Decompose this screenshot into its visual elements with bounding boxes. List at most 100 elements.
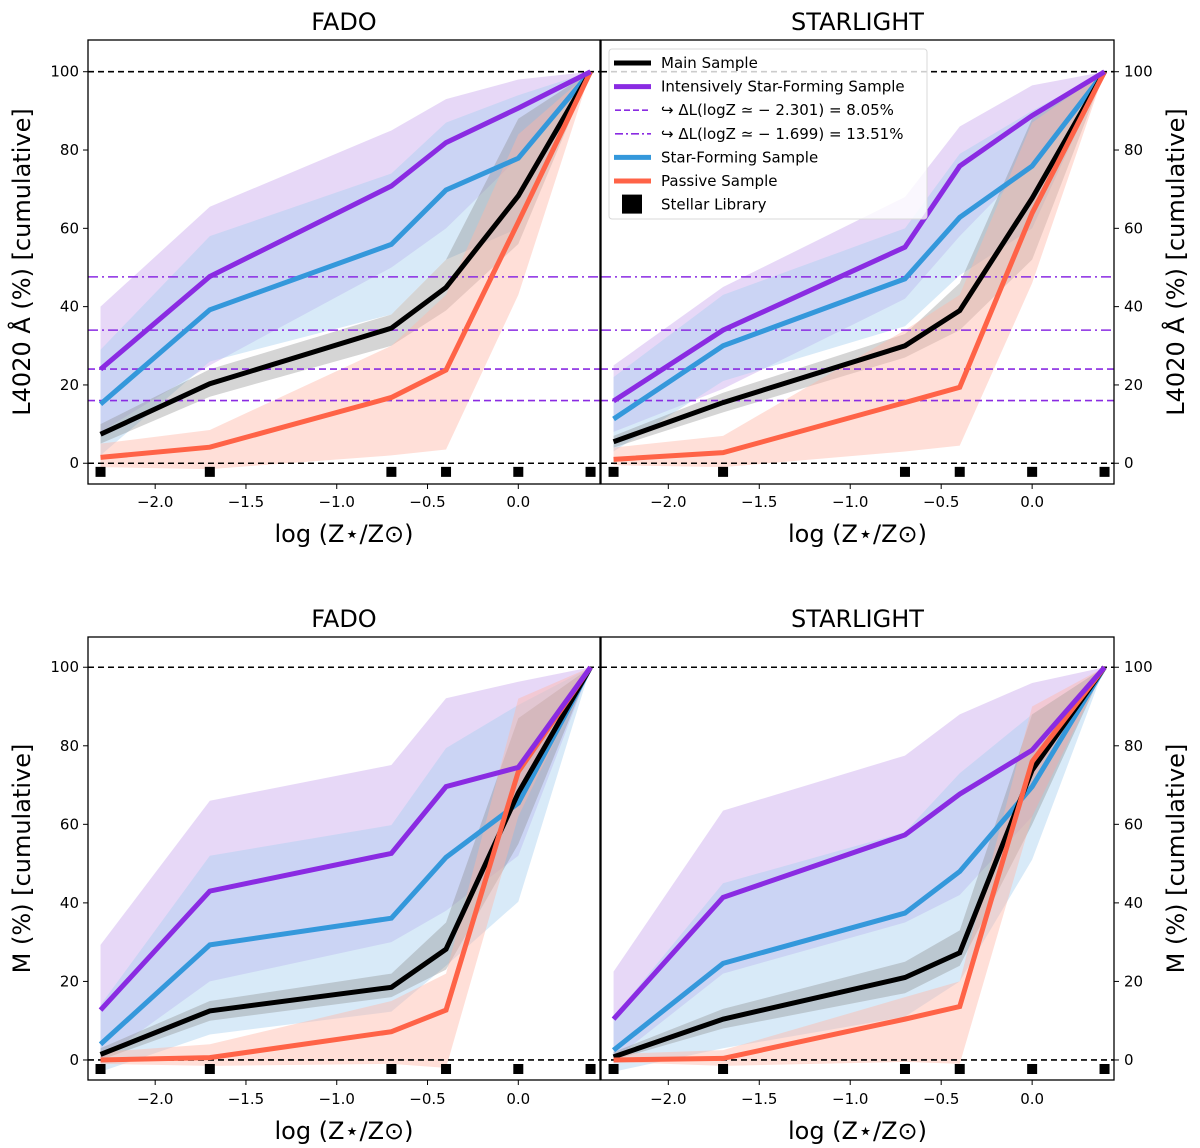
x-tick-label: −2.0	[650, 493, 686, 511]
stellar-library-marker	[899, 1064, 910, 1075]
band-sf	[100, 667, 591, 1072]
x-tick-label: −1.0	[832, 493, 868, 511]
x-tick-label: −0.5	[409, 493, 445, 511]
legend-label: Passive Sample	[661, 172, 777, 190]
legend-label: ↪ ΔL(logZ ≃ − 1.699) = 13.51%	[661, 125, 903, 143]
y-tick-label: 60	[1124, 219, 1143, 237]
legend-label: Main Sample	[661, 54, 758, 72]
stellar-library-marker	[513, 466, 524, 477]
series-line-passive	[613, 665, 1107, 1063]
legend-entry: Star-Forming Sample	[614, 148, 818, 166]
y-tick-label: 80	[1124, 141, 1143, 159]
series-line-passive	[613, 70, 1107, 462]
x-tick-label: 0.0	[1020, 493, 1044, 511]
series-line-passive	[100, 70, 593, 460]
panel-bottom-left: −2.0 −1.5 −1.0 −0.5 0.0 0 20 40 60 80 100 FADO log (…	[8, 605, 601, 1145]
stellar-library-marker	[441, 466, 452, 477]
y-tick-label: 40	[60, 298, 79, 316]
stellar-library-marker	[585, 1064, 596, 1075]
x-tick-label: −1.5	[228, 1090, 264, 1108]
series-line-sf	[611, 665, 1107, 1053]
axes-frame	[87, 39, 601, 485]
y-axis-label: M (%) [cumulative]	[8, 744, 36, 974]
legend-label: ↪ ΔL(logZ ≃ − 2.301) = 8.05%	[661, 101, 894, 119]
stellar-library-marker	[1027, 466, 1038, 477]
band-isf	[100, 71, 591, 432]
x-tick-label: −2.0	[137, 1090, 173, 1108]
y-axis-label: L4020 Å (%) [cumulative]	[1161, 108, 1190, 415]
stellar-library-marker	[1027, 1064, 1038, 1075]
series-line-main	[612, 665, 1107, 1060]
band-main	[613, 667, 1105, 1060]
y-tick-label: 80	[60, 737, 79, 755]
y-tick-label: 100	[1124, 658, 1153, 676]
stellar-library-marker	[204, 466, 215, 477]
legend-entry: Stellar Library	[622, 194, 767, 214]
plot-area	[601, 665, 1114, 1075]
stellar-library-marker	[608, 466, 619, 477]
x-tick-label: −1.0	[319, 1090, 355, 1108]
stellar-library-marker	[954, 466, 965, 477]
y-tick-label: 60	[1124, 815, 1143, 833]
x-axis-label: log (Z⋆/Z⊙)	[788, 520, 927, 548]
y-tick-label: 20	[1124, 972, 1143, 990]
series-line-isf	[98, 69, 592, 372]
band-sf	[613, 71, 1105, 452]
x-tick-label: −1.0	[832, 1090, 868, 1108]
legend-entry: Intensively Star-Forming Sample	[614, 78, 905, 96]
x-tick-label: 0.0	[506, 493, 530, 511]
legend-label: Star-Forming Sample	[661, 148, 818, 166]
stellar-library-marker	[204, 1064, 215, 1075]
series-line-sf	[98, 70, 593, 407]
series-line-main	[99, 70, 593, 437]
series-line-isf	[611, 665, 1107, 1021]
x-tick-label: −1.5	[741, 1090, 777, 1108]
stellar-library-marker	[954, 1064, 965, 1075]
band-passive	[613, 667, 1105, 1066]
series-line-isf	[612, 69, 1106, 404]
legend-label: Stellar Library	[661, 196, 767, 214]
x-axis-label: log (Z⋆/Z⊙)	[274, 520, 413, 548]
y-tick-label: 40	[1124, 894, 1143, 912]
panel-title: FADO	[311, 8, 376, 36]
y-tick-label: 60	[60, 219, 79, 237]
stellar-library-marker	[441, 1064, 452, 1075]
band-main	[613, 71, 1105, 448]
stellar-library-marker	[95, 466, 106, 477]
stellar-library-marker	[513, 1064, 524, 1075]
x-axis-label: log (Z⋆/Z⊙)	[788, 1117, 927, 1145]
x-tick-label: −0.5	[409, 1090, 445, 1108]
x-tick-label: −0.5	[923, 493, 959, 511]
panel-bottom-right: −2.0 −1.5 −1.0 −0.5 0.0 0 20 40 60 80 100 STARLIGHT…	[600, 605, 1190, 1145]
stellar-library-marker	[585, 466, 596, 477]
band-passive	[100, 667, 591, 1068]
series-line-sf	[612, 70, 1107, 422]
legend-entry: Main Sample	[614, 54, 758, 72]
stellar-library-marker	[608, 1064, 619, 1075]
y-tick-label: 20	[60, 376, 79, 394]
series-line-sf	[98, 666, 593, 1047]
x-tick-label: 0.0	[1020, 1090, 1044, 1108]
x-tick-label: −1.0	[319, 493, 355, 511]
band-sf	[100, 71, 591, 456]
legend-box	[608, 48, 928, 220]
panel-title: STARLIGHT	[791, 8, 924, 36]
y-tick-label: 0	[69, 1051, 79, 1069]
stellar-library-marker	[386, 466, 397, 477]
x-tick-label: −2.0	[650, 1090, 686, 1108]
y-tick-label: 80	[60, 141, 79, 159]
y-tick-label: 40	[60, 894, 79, 912]
plot-area	[601, 69, 1114, 477]
axes-frame	[600, 636, 1115, 1081]
legend-entry: ↪ ΔL(logZ ≃ − 2.301) = 8.05%	[615, 101, 894, 119]
y-tick-label: 20	[1124, 376, 1143, 394]
x-tick-label: 0.0	[506, 1090, 530, 1108]
x-axis-label: log (Z⋆/Z⊙)	[274, 1117, 413, 1145]
panel-title: STARLIGHT	[791, 605, 924, 633]
y-tick-label: 0	[1124, 1051, 1134, 1069]
x-tick-label: −1.5	[741, 493, 777, 511]
panel-title: FADO	[311, 605, 376, 633]
plot-area	[88, 69, 600, 477]
legend: Main Sample Intensively Star-Forming Samp…	[608, 48, 928, 220]
